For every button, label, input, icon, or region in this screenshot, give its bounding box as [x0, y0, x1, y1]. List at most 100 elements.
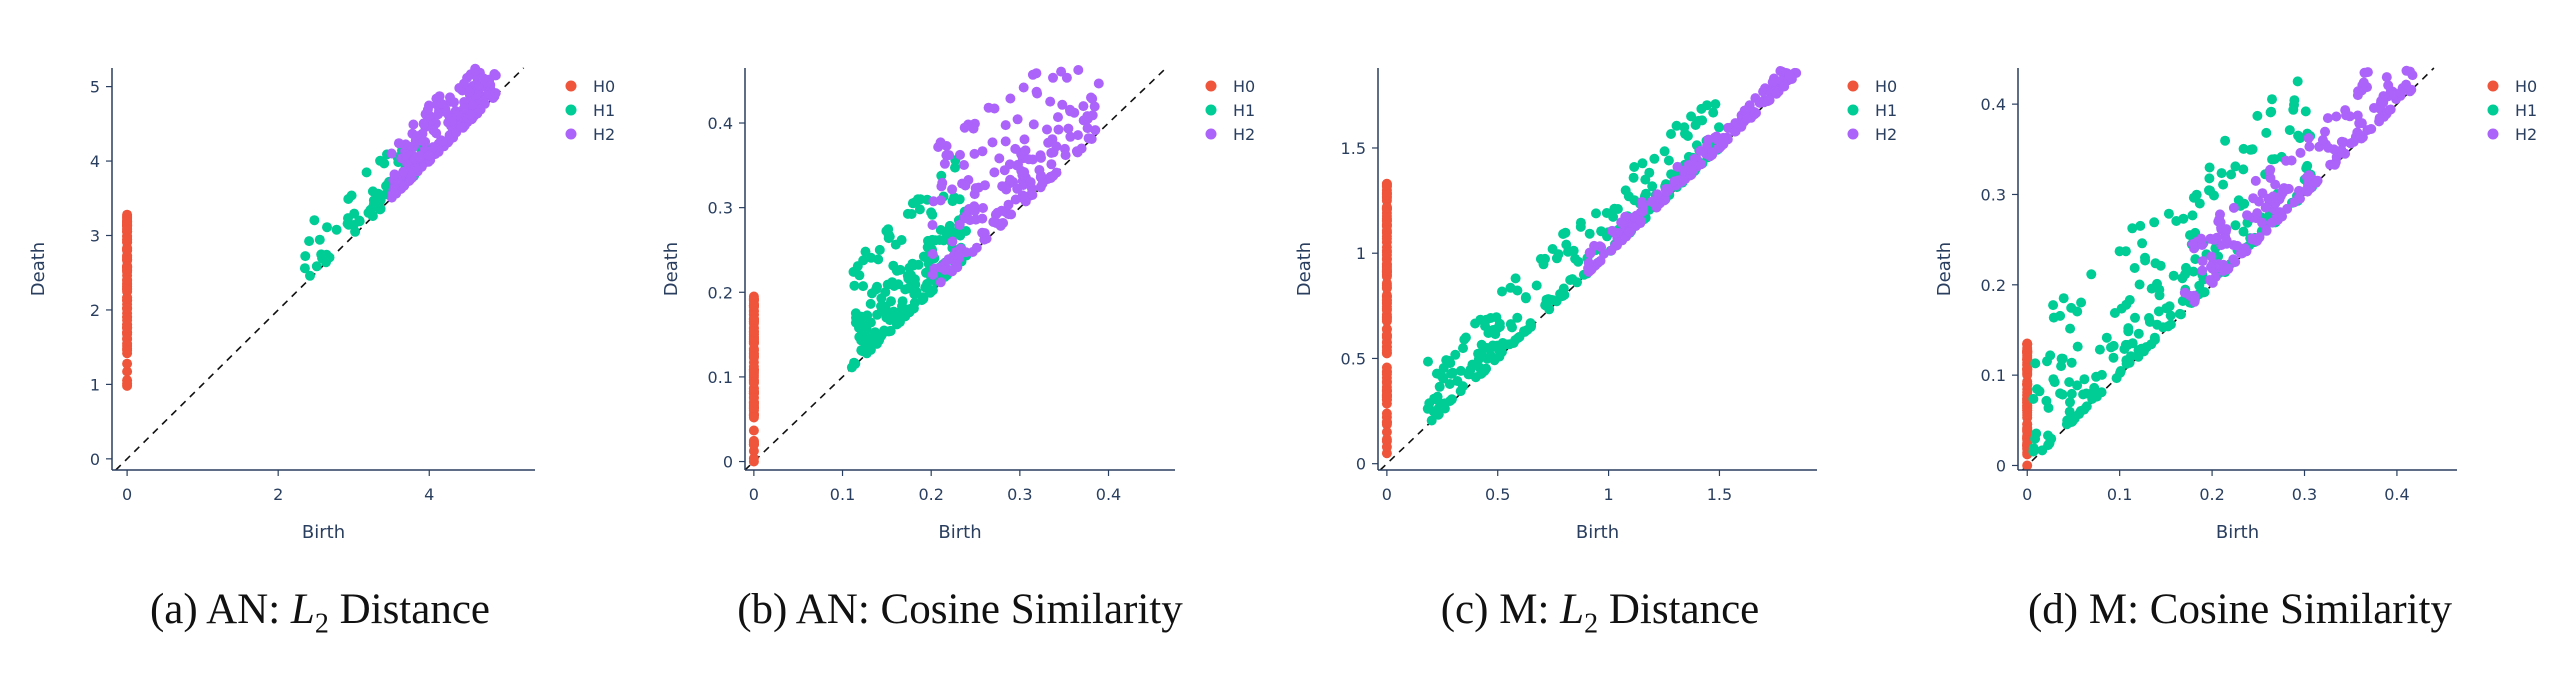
point-h1	[926, 286, 936, 297]
point-h1	[2141, 342, 2152, 353]
point-h2	[1032, 88, 1043, 99]
point-h2	[927, 220, 938, 230]
point-h1	[314, 234, 325, 245]
x-axis-title: Birth	[302, 522, 345, 543]
point-h0	[1381, 427, 1392, 437]
caption-b: (b) AN: Cosine Similarity	[737, 586, 1183, 633]
point-h1	[375, 155, 386, 166]
point-h2	[2317, 135, 2328, 145]
point-h2	[987, 137, 998, 148]
point-h1	[1485, 350, 1496, 361]
point-h1	[2133, 328, 2144, 339]
point-h1	[305, 270, 315, 281]
point-h2	[1005, 174, 1016, 185]
point-h1	[1608, 211, 1619, 222]
point-h1	[902, 208, 913, 219]
point-h0	[122, 292, 133, 303]
point-h0	[1381, 345, 1392, 356]
point-h1	[862, 310, 873, 321]
point-h1	[2135, 220, 2146, 231]
point-h1	[2165, 310, 2176, 321]
point-h1	[2164, 301, 2175, 312]
point-h1	[887, 277, 898, 288]
point-h1	[865, 298, 876, 309]
point-h2	[400, 149, 411, 160]
point-h1	[381, 181, 392, 191]
point-h2	[464, 87, 475, 98]
point-h1	[1679, 122, 1690, 133]
point-h1	[2043, 440, 2054, 451]
point-h2	[1010, 143, 1021, 154]
point-h2	[1023, 154, 1034, 165]
point-h2	[434, 91, 445, 102]
legend-marker-h2	[2487, 128, 2499, 140]
point-h1	[854, 322, 864, 333]
point-h2	[1045, 96, 1056, 107]
point-h2	[1048, 170, 1059, 181]
point-h2	[433, 109, 444, 120]
chart-d: 0 0.1 0.2 0.3 0.4 0 0.1 0.2 0.3 0.4 Birth Death H0 H1…	[1934, 65, 2537, 543]
point-h2	[2267, 217, 2277, 228]
point-h2	[977, 227, 988, 238]
point-h2	[1637, 200, 1648, 211]
point-h1	[1434, 381, 1445, 392]
point-h2	[2352, 90, 2363, 101]
point-h2	[2302, 172, 2312, 183]
point-h0	[1381, 329, 1392, 340]
caption-c: (c) M: L2 Distance	[1440, 586, 1760, 640]
point-h2	[1651, 202, 1662, 213]
chart-a: 0 2 4 0 1 2 3 4 5 Birth Death H0 H1 H2	[28, 63, 615, 543]
point-h1	[2289, 99, 2299, 110]
point-h0	[122, 245, 133, 256]
point-h2	[2206, 251, 2217, 262]
point-h1	[848, 266, 859, 277]
point-h2	[989, 167, 1000, 178]
point-h1	[375, 204, 385, 215]
x-tick-label: 0.3	[2292, 485, 2317, 504]
point-h2	[440, 107, 451, 118]
point-h2	[404, 141, 415, 152]
point-h1	[2292, 76, 2303, 87]
point-h2	[2311, 177, 2322, 188]
point-h1	[1455, 386, 1466, 397]
point-h2	[2230, 257, 2241, 267]
point-h2	[947, 236, 958, 247]
point-h2	[927, 269, 938, 280]
point-h0	[748, 439, 759, 450]
point-h1	[1476, 339, 1487, 350]
point-h1	[1485, 313, 1496, 323]
point-h1	[1505, 282, 1516, 293]
point-h1	[954, 194, 965, 205]
point-h1	[1494, 321, 1505, 332]
legend-marker-h0	[2487, 80, 2499, 92]
point-h2	[454, 83, 465, 93]
point-h2	[1071, 146, 1082, 157]
point-h0	[748, 326, 759, 337]
point-h1	[2284, 125, 2295, 136]
point-h1	[2072, 380, 2083, 391]
point-h0	[1381, 408, 1392, 419]
point-h2	[941, 150, 952, 161]
point-h2	[2221, 224, 2232, 235]
point-h1	[2163, 208, 2174, 219]
point-h1	[2238, 226, 2249, 237]
point-h1	[2252, 110, 2263, 121]
point-h1	[883, 224, 894, 235]
point-h1	[894, 317, 905, 328]
point-h2	[2304, 141, 2315, 152]
point-h0	[1381, 202, 1392, 213]
y-tick-label: 1.5	[1341, 139, 1366, 158]
point-h1	[888, 260, 899, 271]
point-h2	[1017, 190, 1028, 201]
point-h0	[1381, 211, 1392, 221]
x-tick-label: 0.2	[2199, 485, 2224, 504]
y-tick-label: 4	[90, 152, 100, 171]
point-h1	[1446, 368, 1456, 379]
point-h2	[2248, 193, 2259, 204]
y-axis-title: Death	[1294, 242, 1315, 296]
point-h1	[922, 278, 933, 289]
point-h2	[2187, 239, 2198, 249]
point-h2	[2261, 225, 2272, 236]
point-h1	[2028, 446, 2039, 457]
point-h1	[2066, 388, 2077, 399]
